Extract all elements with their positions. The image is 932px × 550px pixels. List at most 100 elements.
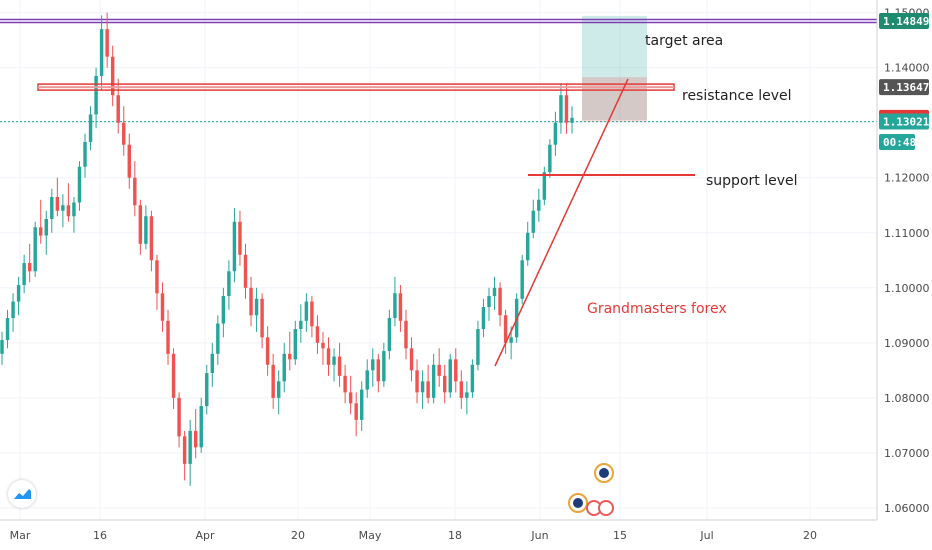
price-tick-label: 1.14000: [884, 62, 930, 75]
candle-body: [99, 29, 104, 76]
candle-body: [282, 353, 286, 382]
candle-body: [376, 359, 381, 382]
watermark-text: Grandmasters forex: [587, 301, 727, 317]
candle-body: [459, 381, 464, 398]
candle-body: [182, 436, 187, 464]
candle-body: [110, 56, 115, 96]
candle-body: [343, 375, 347, 393]
candle-body: [77, 166, 82, 203]
candle-body: [321, 342, 325, 349]
candle-body: [359, 389, 364, 420]
flag-icon: [573, 498, 583, 508]
time-tick-label: Mar: [10, 529, 31, 542]
candle-body: [16, 285, 21, 302]
candle-body: [431, 364, 436, 398]
candle-body: [509, 337, 513, 343]
candle-body: [542, 172, 547, 200]
indicator-badges[interactable]: [568, 463, 614, 516]
candle-body: [537, 199, 541, 211]
horizontal-lines: [0, 18, 877, 123]
target-zone: [582, 15, 647, 120]
candle-body: [365, 370, 369, 390]
flag-icon: [599, 468, 609, 478]
candle-body: [171, 353, 176, 398]
candle-body: [404, 320, 408, 349]
time-tick-label: 20: [291, 529, 305, 542]
candle-body: [138, 205, 143, 244]
candle-body: [470, 364, 475, 393]
candle-body: [0, 340, 4, 354]
candle-body: [420, 381, 425, 393]
candle-body: [105, 29, 109, 57]
candle-body: [227, 271, 231, 297]
time-tick-label: 15: [613, 529, 627, 542]
candle-body: [332, 356, 336, 365]
candle-body: [304, 301, 309, 321]
annotation-label: resistance level: [682, 88, 792, 104]
candle-body: [437, 364, 441, 376]
candle-body: [564, 95, 569, 123]
candle-body: [426, 381, 430, 398]
candle-body: [299, 320, 303, 330]
candle-body: [570, 117, 574, 123]
candle-body: [144, 216, 148, 244]
price-tag: [879, 113, 929, 130]
price-axis[interactable]: 1.150001.140001.130001.120001.110001.100…: [884, 7, 930, 515]
candle-body: [88, 114, 93, 142]
candle-body: [149, 216, 154, 261]
candle-body: [33, 227, 37, 272]
candle-body: [210, 353, 215, 374]
candle-body: [243, 254, 248, 288]
candle-body: [55, 196, 60, 211]
price-tick-label: 1.07000: [884, 447, 930, 460]
candle-body: [22, 263, 26, 286]
price-tick-label: 1.09000: [884, 337, 930, 350]
time-tick-label: 16: [93, 529, 107, 542]
candle-body: [66, 205, 71, 217]
candle-body: [221, 296, 226, 324]
candle-body: [398, 293, 403, 321]
candle-body: [254, 298, 259, 316]
candle-body: [476, 329, 480, 365]
position-zones: [582, 15, 647, 122]
candle-body: [83, 141, 87, 167]
candle-body: [443, 375, 447, 393]
candle-body: [72, 202, 76, 217]
candle-body: [487, 296, 491, 308]
candle-body: [127, 144, 131, 178]
candle-body: [188, 430, 192, 464]
price-tag-label: 1.13021: [883, 116, 930, 129]
time-tick-label: Jul: [699, 529, 713, 542]
candle-body: [465, 392, 469, 398]
candle-body: [454, 359, 458, 382]
time-tick-label: 20: [803, 529, 817, 542]
candle-body: [27, 263, 32, 272]
candle-body: [409, 348, 414, 371]
time-tick-label: May: [359, 529, 382, 542]
candle-body: [50, 196, 54, 220]
candle-body: [293, 329, 298, 360]
candle-body: [326, 348, 331, 365]
time-tick-label: Apr: [195, 529, 215, 542]
candle-body: [498, 287, 502, 316]
price-tag-label: 1.13647: [883, 81, 929, 94]
event-badge-icon[interactable]: [598, 500, 614, 516]
candle-body: [122, 122, 126, 145]
candle-body: [448, 359, 452, 393]
trend-line: [494, 78, 629, 367]
candle-body: [520, 260, 524, 299]
candle-body: [548, 144, 552, 173]
candle-body: [39, 227, 43, 236]
candle-body: [492, 287, 497, 297]
price-tag-label: 1.14849: [883, 15, 929, 28]
candle-body: [205, 373, 209, 407]
price-tag: [879, 12, 929, 29]
price-tick-label: 1.10000: [884, 282, 930, 295]
time-axis[interactable]: Mar 16 Apr 20 May 18 Jun 15 Jul 20: [10, 529, 817, 542]
candle-body: [238, 221, 242, 255]
candle-body: [155, 260, 159, 294]
tradingview-logo[interactable]: [8, 480, 36, 508]
candle-body: [216, 323, 220, 354]
